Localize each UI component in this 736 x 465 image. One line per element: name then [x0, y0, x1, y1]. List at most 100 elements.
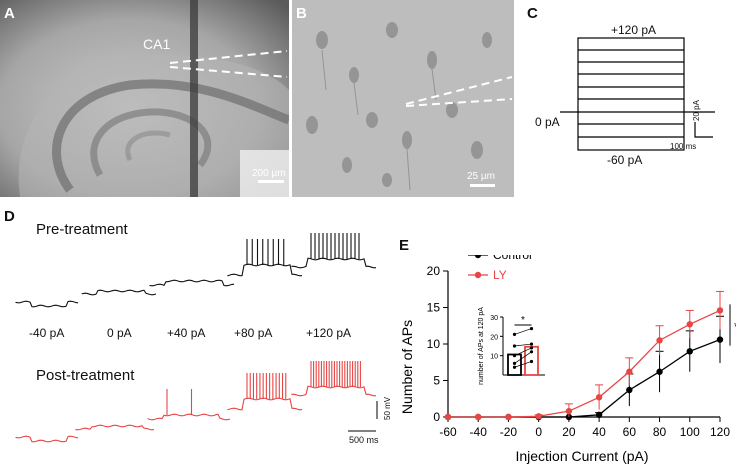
voltage-traces	[15, 233, 378, 443]
paired-point	[529, 342, 534, 346]
panel-e-letter: E	[399, 237, 410, 254]
x-tick-label: 120	[710, 425, 730, 439]
legend-label: LY	[493, 268, 507, 282]
protocol-scale-y-label: 20 pA	[692, 100, 701, 121]
y-axis-label: Number of APs	[400, 320, 415, 414]
x-tick-label: 80	[653, 425, 667, 439]
protocol-bottom-label: -60 pA	[607, 153, 643, 167]
trace-minus40	[15, 300, 79, 308]
trace-0	[81, 289, 157, 296]
traces-scale-y-label: 50 mV	[383, 396, 392, 420]
y-tick-label: 20	[427, 264, 441, 278]
panel-b-micrograph	[292, 0, 514, 197]
ca1-region-label: CA1	[143, 36, 171, 52]
trace-plus120	[291, 257, 377, 269]
x-tick-label: 100	[680, 425, 700, 439]
x-tick-label: -60	[439, 425, 457, 439]
data-point	[444, 413, 452, 421]
x-tick-label: 0	[535, 425, 542, 439]
x-tick-label: 20	[562, 425, 576, 439]
post-treatment-traces	[15, 361, 377, 443]
data-point	[505, 413, 512, 421]
scalebar-a-label: 200 µm	[252, 168, 286, 179]
inset-y-tick-label: 20	[490, 334, 498, 341]
ap-count-chart: 0 5 10 15 20 -60 -40 -20 0 20 40 60 80 100 120 * 10 20 3…	[400, 255, 736, 464]
y-tick-label: 10	[427, 337, 441, 351]
scalebar-b	[470, 184, 495, 187]
series-line	[448, 339, 721, 418]
protocol-scale-x-label: 100 ms	[670, 142, 697, 151]
step-label: -40 pA	[29, 326, 65, 340]
y-tick-label: 0	[433, 410, 440, 424]
legend-marker	[474, 255, 482, 259]
y-tick-label: 15	[427, 301, 441, 315]
series-line	[448, 309, 721, 418]
trace-plus40	[147, 413, 231, 421]
trace-plus80	[227, 397, 303, 411]
paired-line	[514, 351, 532, 364]
paired-point	[529, 350, 534, 354]
trace-plus120	[291, 385, 377, 397]
scalebar-b-label: 25 µm	[467, 171, 495, 182]
trace-plus40	[149, 279, 235, 287]
paired-point	[512, 354, 517, 358]
series-ly	[444, 290, 724, 421]
x-tick-label: 40	[592, 425, 606, 439]
significance-marker: *	[734, 319, 736, 334]
pre-treatment-title: Pre-treatment	[36, 221, 128, 238]
x-tick-label: -20	[500, 425, 518, 439]
x-tick-label: -40	[470, 425, 488, 439]
paired-point	[529, 346, 534, 350]
legend-marker	[474, 271, 482, 279]
data-point	[565, 407, 573, 415]
data-point	[626, 368, 633, 375]
step-label: +80 pA	[234, 326, 273, 340]
step-protocol-diagram	[560, 37, 715, 151]
protocol-top-label: +120 pA	[611, 23, 657, 37]
data-point	[686, 348, 693, 355]
paired-line	[514, 347, 532, 356]
traces-scale-x-label: 500 ms	[349, 435, 379, 445]
step-label: +120 pA	[306, 326, 352, 340]
inset-significance-marker: *	[521, 315, 525, 326]
step-label: 0 pA	[107, 326, 132, 340]
panel-d-letter: D	[4, 208, 15, 225]
x-tick-label: 60	[623, 425, 637, 439]
pipette-outline-b	[405, 76, 513, 107]
inset-y-axis-label: number of APs at 120 pA	[478, 307, 485, 385]
x-axis-label: Injection Current (pA)	[515, 448, 648, 464]
panel-a-micrograph	[0, 0, 289, 197]
data-point	[716, 336, 724, 343]
legend-label: Control	[493, 255, 532, 262]
paired-point	[512, 344, 517, 348]
pipette-outline-a	[170, 50, 288, 78]
trace-plus80	[227, 263, 303, 277]
protocol-zero-label: 0 pA	[535, 115, 560, 129]
pre-treatment-traces	[15, 233, 377, 308]
data-point	[716, 307, 724, 314]
data-point	[626, 386, 633, 394]
inset-y-tick-label: 30	[490, 315, 498, 322]
data-point	[535, 413, 542, 420]
trace-0	[75, 424, 155, 431]
data-point	[595, 411, 603, 419]
paired-point	[512, 361, 517, 365]
paired-point	[512, 365, 517, 369]
y-tick-label: 5	[433, 374, 440, 388]
panel-b-letter: B	[296, 5, 307, 22]
paired-point	[529, 359, 534, 364]
data-point	[656, 337, 663, 344]
paired-line	[514, 343, 532, 347]
post-treatment-title: Post-treatment	[36, 367, 135, 384]
paired-point	[529, 327, 534, 331]
paired-line	[514, 361, 532, 368]
data-point	[475, 413, 482, 421]
data-point	[595, 394, 603, 401]
panel-c-letter: C	[527, 5, 538, 22]
inset-y-tick-label: 10	[490, 354, 498, 361]
paired-point	[512, 332, 517, 336]
scalebar-a	[258, 180, 284, 183]
data-point	[656, 368, 663, 375]
step-label: +40 pA	[167, 326, 206, 340]
data-point	[686, 321, 693, 328]
